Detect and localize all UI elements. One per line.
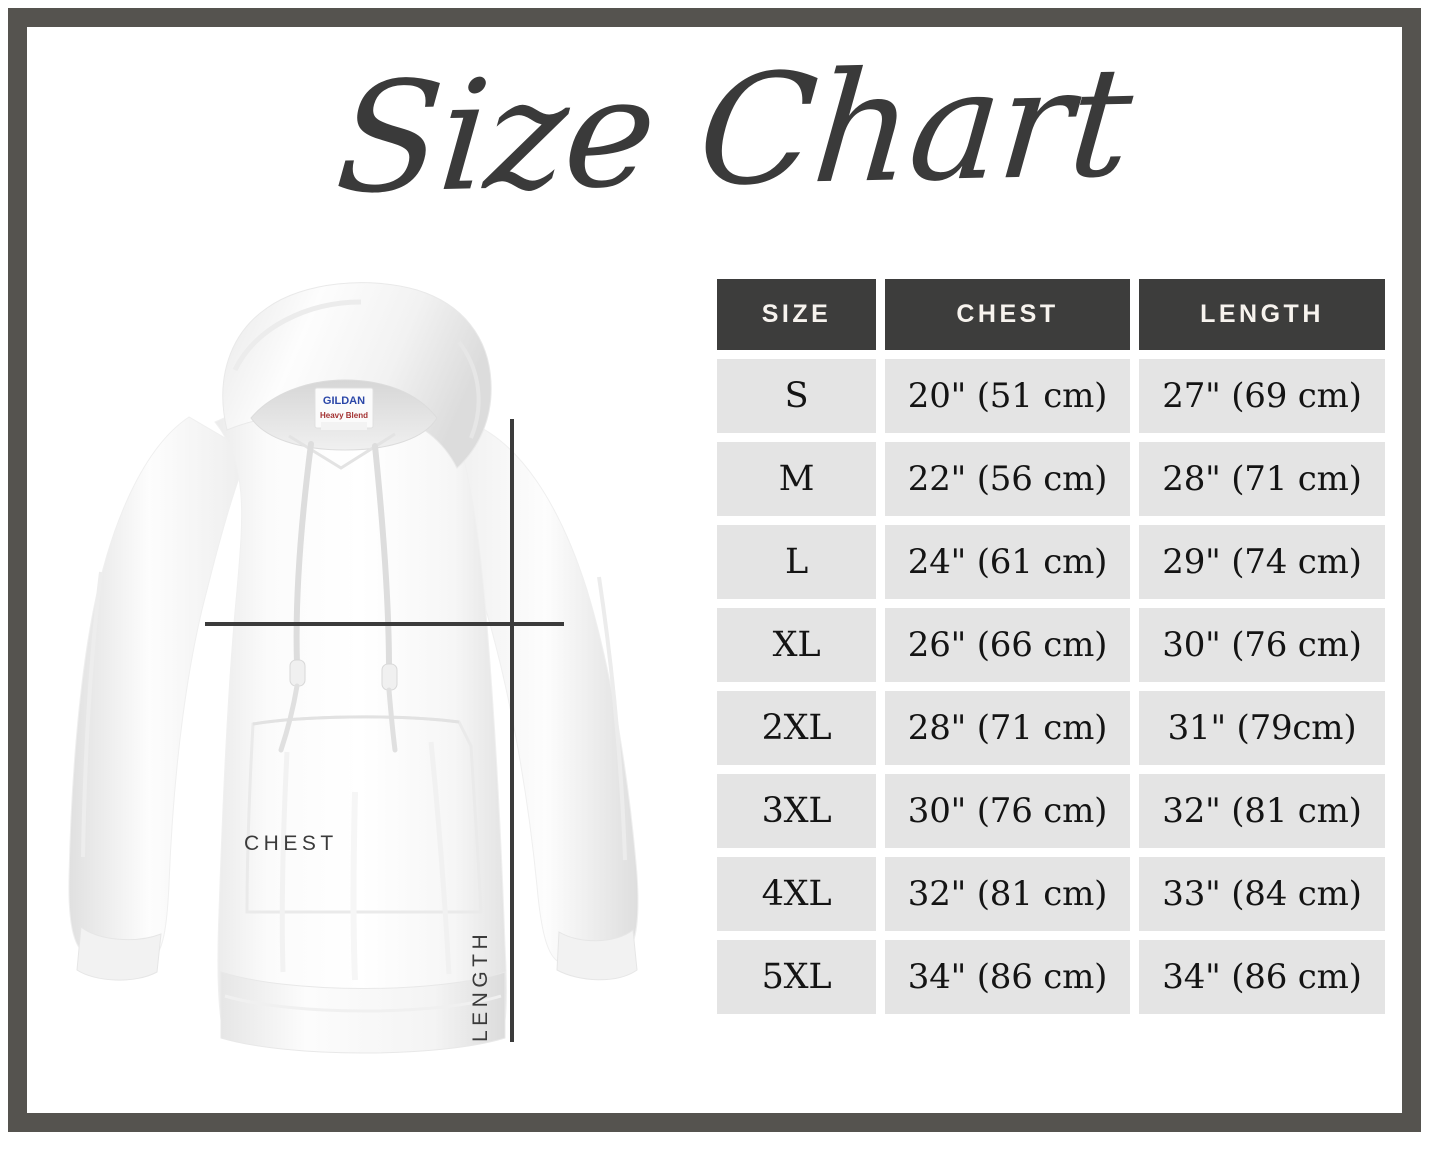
table-row: 5XL 34" (86 cm) 34" (86 cm) (717, 940, 1401, 1014)
outer-frame: Size Chart (8, 8, 1421, 1132)
page-title: Size Chart (330, 33, 1137, 228)
cell-size: M (717, 442, 876, 516)
cell-length: 31" (79cm) (1139, 691, 1385, 765)
length-measure-label: LENGTH (469, 929, 492, 1042)
table-row: L 24" (61 cm) 29" (74 cm) (717, 525, 1401, 599)
table-row: 4XL 32" (81 cm) 33" (84 cm) (717, 857, 1401, 931)
drawstring-aglets (289, 659, 398, 691)
cell-size: 4XL (717, 857, 876, 931)
cell-size: XL (717, 608, 876, 682)
brand-label-text: GILDAN (323, 395, 365, 407)
cell-chest: 32" (81 cm) (885, 857, 1130, 931)
table-row: 3XL 30" (76 cm) 32" (81 cm) (717, 774, 1401, 848)
table-row: M 22" (56 cm) 28" (71 cm) (717, 442, 1401, 516)
measurement-lines (205, 419, 564, 1042)
cell-size: 3XL (717, 774, 876, 848)
cell-length: 29" (74 cm) (1139, 525, 1385, 599)
cell-chest: 20" (51 cm) (885, 359, 1130, 433)
cell-size: L (717, 525, 876, 599)
column-header-chest: CHEST (885, 279, 1130, 350)
size-table: SIZE CHEST LENGTH S 20" (51 cm) 27" (69 … (717, 279, 1401, 1023)
cell-length: 34" (86 cm) (1139, 940, 1385, 1014)
cell-length: 28" (71 cm) (1139, 442, 1385, 516)
cell-chest: 24" (61 cm) (885, 525, 1130, 599)
cell-length: 27" (69 cm) (1139, 359, 1385, 433)
brand-neck-label: GILDAN Heavy Blend (314, 387, 374, 430)
table-row: 2XL 28" (71 cm) 31" (79cm) (717, 691, 1401, 765)
drawstring-tails (278, 683, 398, 753)
table-row: XL 26" (66 cm) 30" (76 cm) (717, 608, 1401, 682)
column-header-size: SIZE (717, 279, 876, 350)
hoodie-illustration: GILDAN Heavy Blend (39, 272, 699, 1072)
cell-chest: 22" (56 cm) (885, 442, 1130, 516)
hoodie-left-sleeve (68, 416, 250, 981)
table-row: S 20" (51 cm) 27" (69 cm) (717, 359, 1401, 433)
hoodie-hem (220, 971, 506, 1054)
hoodie-svg: GILDAN Heavy Blend (68, 282, 639, 1054)
hoodie-body (214, 395, 507, 1054)
column-header-length: LENGTH (1139, 279, 1385, 350)
cell-length: 33" (84 cm) (1139, 857, 1385, 931)
hoodie-drawstrings (293, 441, 392, 671)
brand-sublabel-text: Heavy Blend (320, 411, 368, 420)
cell-size: 5XL (717, 940, 876, 1014)
hoodie-hood: GILDAN Heavy Blend (222, 282, 492, 470)
cell-size: 2XL (717, 691, 876, 765)
cell-size: S (717, 359, 876, 433)
hoodie-right-sleeve (432, 421, 639, 981)
cell-length: 30" (76 cm) (1139, 608, 1385, 682)
cell-chest: 34" (86 cm) (885, 940, 1130, 1014)
cell-length: 32" (81 cm) (1139, 774, 1385, 848)
chest-measure-label: CHEST (244, 832, 338, 855)
table-header-row: SIZE CHEST LENGTH (717, 279, 1401, 350)
cell-chest: 26" (66 cm) (885, 608, 1130, 682)
cell-chest: 30" (76 cm) (885, 774, 1130, 848)
cell-chest: 28" (71 cm) (885, 691, 1130, 765)
